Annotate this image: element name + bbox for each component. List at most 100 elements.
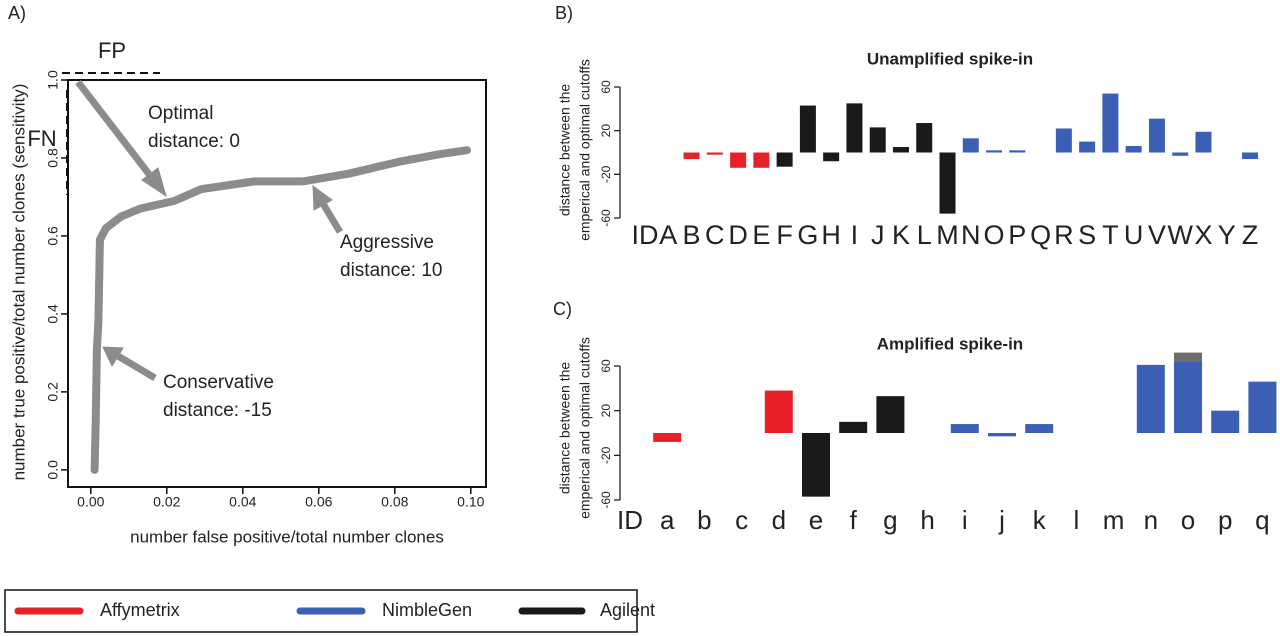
y-axis-label: emperical and optimal cutoffs <box>577 337 593 519</box>
x-tick-label: O <box>984 220 1005 250</box>
bar <box>1102 93 1119 153</box>
x-tick-label: b <box>697 505 711 535</box>
bar <box>1172 152 1189 156</box>
x-tick-label: Q <box>1030 220 1051 250</box>
x-tick-label: o <box>1181 505 1195 535</box>
arrow <box>116 352 157 382</box>
y-axis-label: emperical and optimal cutoffs <box>577 59 593 241</box>
x-tick-label: 0.06 <box>305 494 332 510</box>
x-tick-label: X <box>1194 220 1212 250</box>
bar <box>683 152 700 160</box>
y-tick-label: 0.8 <box>45 148 61 168</box>
x-tick-label: K <box>892 220 910 250</box>
bar <box>776 152 793 167</box>
y-tick-label: 0.6 <box>45 226 61 246</box>
x-tick-label: U <box>1124 220 1144 250</box>
x-tick-label: 0.00 <box>77 494 104 510</box>
y-tick-label: 0.0 <box>45 460 61 480</box>
roc-curve <box>90 146 471 474</box>
x-tick-label: J <box>871 220 885 250</box>
x-tick-label: 0.08 <box>381 494 408 510</box>
x-tick-label: D <box>728 220 748 250</box>
y-tick-label: -20 <box>599 446 613 464</box>
x-tick-label: T <box>1102 220 1119 250</box>
annotation: Optimal <box>148 103 213 124</box>
x-tick-label: q <box>1255 505 1269 535</box>
x-tick-label: a <box>660 505 675 535</box>
x-tick-label: n <box>1144 505 1158 535</box>
arrow <box>318 200 344 234</box>
y-tick-label: -20 <box>599 165 613 183</box>
bar <box>1195 131 1212 153</box>
bar <box>1242 152 1259 160</box>
bar <box>764 390 793 433</box>
x-tick-label: H <box>821 220 841 250</box>
fp-label: FP <box>98 38 126 63</box>
x-tick-label: I <box>851 220 859 250</box>
x-tick-label: ID <box>632 220 659 250</box>
bar <box>986 150 1003 153</box>
bar <box>916 123 933 153</box>
arrow-head <box>312 184 333 211</box>
legend-label: NimbleGen <box>382 600 472 620</box>
arrow-head <box>141 167 167 198</box>
panel-label: C) <box>553 299 572 319</box>
x-tick-label: V <box>1148 220 1166 250</box>
y-axis-label: number true positive/total number clones… <box>9 84 28 481</box>
x-tick-label: A <box>659 220 677 250</box>
x-tick-label: d <box>772 505 786 535</box>
x-tick-label: l <box>1074 505 1080 535</box>
bar <box>839 421 868 433</box>
y-tick-label: -60 <box>599 491 613 509</box>
x-tick-label: B <box>683 220 701 250</box>
x-tick-label: 0.04 <box>229 494 256 510</box>
bar <box>653 433 682 442</box>
x-tick-label: 0.10 <box>457 494 484 510</box>
x-tick-label: R <box>1054 220 1074 250</box>
x-tick-label: ID <box>617 505 643 535</box>
y-tick-label: 20 <box>599 404 613 418</box>
y-tick-label: 0.2 <box>45 382 61 402</box>
bar <box>1248 381 1277 433</box>
bar <box>1055 128 1072 153</box>
legend-box <box>4 589 638 633</box>
legend-label: Affymetrix <box>100 600 180 620</box>
bar <box>802 433 830 497</box>
y-tick-label: 0.4 <box>45 304 61 324</box>
bar <box>876 396 905 433</box>
bar <box>799 105 816 153</box>
x-tick-label: e <box>809 505 823 535</box>
chart-title: Unamplified spike-in <box>867 49 1033 68</box>
y-tick-label: 60 <box>599 359 613 373</box>
y-axis-label: distance between the <box>557 84 573 217</box>
x-tick-label: c <box>735 505 748 535</box>
x-tick-label: W <box>1167 220 1193 250</box>
bar <box>730 152 747 168</box>
arrow <box>75 79 155 181</box>
bar <box>823 152 840 162</box>
bar <box>939 152 956 214</box>
arrows <box>75 79 344 382</box>
panel-label: B) <box>555 3 573 23</box>
x-tick-label: p <box>1218 505 1232 535</box>
annotation: Aggressive <box>340 232 434 253</box>
panel-label: A) <box>8 3 26 23</box>
annotation: Conservative <box>163 372 274 393</box>
bar <box>1211 410 1240 433</box>
x-tick-label: Z <box>1242 220 1259 250</box>
bar <box>1136 364 1165 433</box>
plot-frame <box>67 79 487 488</box>
bar <box>1025 424 1054 433</box>
chart-title: Amplified spike-in <box>877 334 1023 353</box>
bar <box>1148 118 1165 153</box>
bar <box>1009 150 1026 153</box>
y-tick-label: 20 <box>599 124 613 138</box>
x-tick-label: E <box>752 220 770 250</box>
bar <box>1174 352 1202 362</box>
bar <box>846 103 863 153</box>
annotation: distance: 10 <box>340 260 442 281</box>
y-tick-label: -60 <box>599 209 613 227</box>
bar <box>1174 361 1202 433</box>
x-tick-label: 0.02 <box>153 494 180 510</box>
